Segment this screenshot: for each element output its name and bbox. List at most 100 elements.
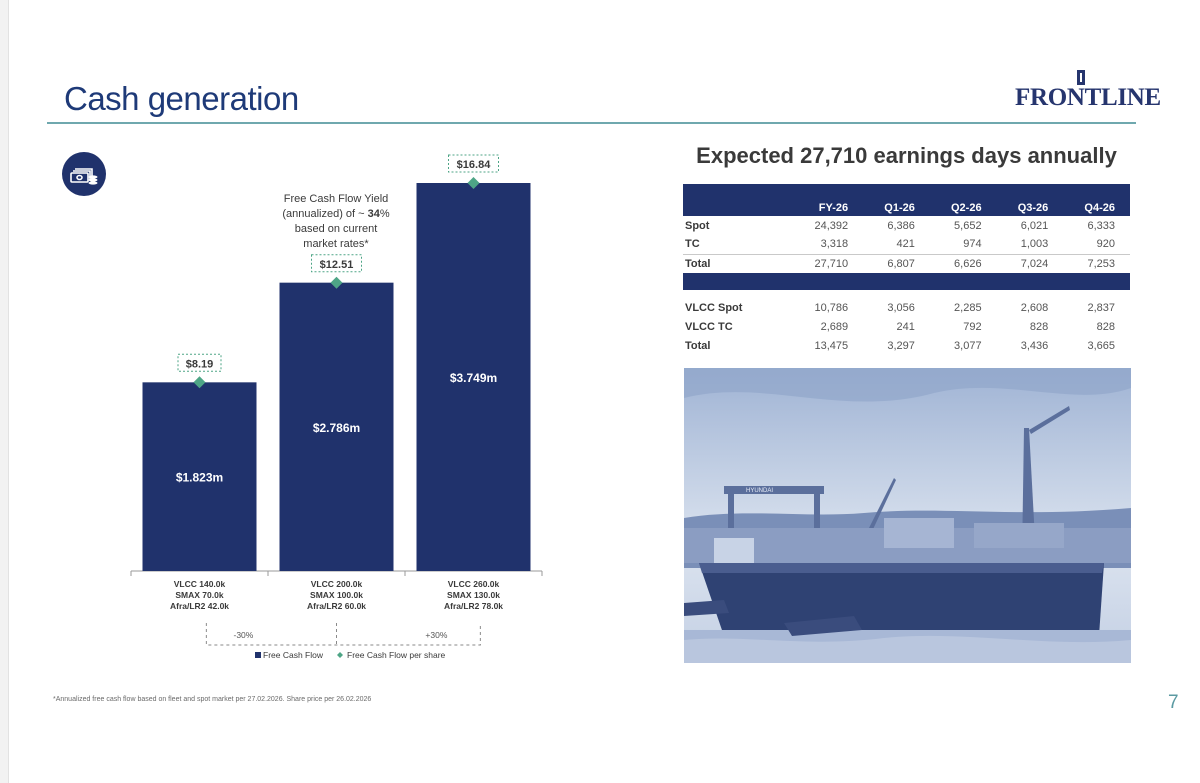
fcf-per-share-label-box: [448, 154, 499, 173]
category-tick-label: Afra/LR2 60.0k: [307, 601, 366, 611]
row-label: VLCC TC: [685, 320, 733, 333]
table-row: VLCC Spot 10,786 3,056 2,285 2,608 2,837: [683, 298, 1130, 317]
row-label: Spot: [685, 219, 710, 232]
shipyard-sign: HYUNDAI: [746, 488, 773, 494]
table-row-total: Total 27,710 6,807 6,626 7,024 7,253: [683, 253, 1130, 273]
table-cell: 6,807: [863, 253, 930, 273]
column-header: [683, 184, 792, 216]
tanker-shipyard-photo: HYUNDAI: [684, 368, 1131, 663]
category-tick-label: VLCC 200.0k: [311, 579, 363, 589]
category-tick-label: SMAX 130.0k: [447, 590, 500, 600]
fcf-yield-note: Free Cash Flow Yield (annualized) of ~ 3…: [276, 192, 396, 252]
logo-text: FRONTLINE: [1015, 84, 1161, 111]
earnings-days-title: Expected 27,710 earnings days annually: [696, 143, 1117, 168]
table-row: Spot 24,392 6,386 5,652 6,021 6,333: [683, 216, 1130, 235]
table-cell: 3,318: [820, 238, 849, 251]
yield-note-line-4: market rates*: [303, 238, 369, 250]
table-cell: 2,837: [1087, 301, 1115, 314]
fcf-bar-label: $1.823m: [176, 471, 223, 485]
table-cell: 3,436: [1020, 339, 1049, 352]
fcf-per-share-point: [330, 276, 343, 289]
category-tick-label: SMAX 70.0k: [175, 590, 223, 600]
table-header-row: FY-26 Q1-26 Q2-26 Q3-26 Q4-26: [683, 184, 1130, 216]
table-cell: 792: [963, 320, 982, 333]
column-header: Q1-26: [884, 202, 915, 214]
table-cell: 2,689: [820, 320, 849, 333]
legend-swatch-per-share: [337, 652, 343, 658]
photo-illustration: HYUNDAI: [684, 368, 1131, 663]
table-cell: 6,021: [1020, 219, 1049, 232]
table-cell: 3,077: [954, 339, 982, 352]
legend-swatch-fcf: [255, 652, 261, 658]
row-label: VLCC Spot: [685, 301, 743, 314]
page-number: 7: [1168, 692, 1179, 713]
category-tick-label: VLCC 140.0k: [174, 579, 226, 589]
table-cell: 421: [896, 238, 915, 251]
table-cell: 1,003: [1020, 238, 1049, 251]
slide-left-margin: [0, 0, 9, 783]
table-row: Total 13,475 3,297 3,077 3,436 3,665: [683, 336, 1130, 355]
table-cell: 7,253: [1063, 253, 1130, 273]
column-header: Q2-26: [950, 202, 982, 214]
yield-note-line-2: (annualized) of ~ 34%: [276, 207, 396, 222]
table-row: TC 3,318 421 974 1,003 920: [683, 235, 1130, 254]
fcf-bar-label: $3.749m: [450, 371, 497, 385]
table-cell: 920: [1096, 238, 1115, 251]
row-label: Total: [685, 339, 711, 352]
column-header: FY-26: [818, 202, 849, 214]
table-cell: 828: [1096, 320, 1115, 333]
title-divider: [47, 122, 1136, 124]
fcf-per-share-point: [193, 376, 206, 389]
table-cell: 6,333: [1087, 219, 1115, 232]
fcf-per-share-label: $16.84: [457, 159, 492, 171]
table-cell: 27,710: [791, 253, 864, 273]
fcf-bar-label: $2.786m: [313, 421, 360, 435]
category-tick-label: Afra/LR2 78.0k: [444, 601, 503, 611]
table-row: VLCC TC 2,689 241 792 828 828: [683, 317, 1130, 336]
fcf-per-share-point: [467, 177, 480, 189]
footnote: *Annualized free cash flow based on flee…: [53, 696, 372, 703]
table-cell: 3,297: [887, 339, 915, 352]
fcf-bar: [279, 282, 394, 571]
fcf-per-share-label: $12.51: [320, 259, 354, 271]
yield-value: 34: [367, 208, 380, 220]
table-cell: 828: [1029, 320, 1049, 333]
table-cell: 6,626: [929, 253, 997, 273]
logo-mark-icon: [1077, 70, 1085, 85]
table-cell: 6,386: [887, 219, 915, 232]
table-separator-band: [683, 273, 1130, 290]
category-tick-label: SMAX 100.0k: [310, 590, 363, 600]
yield-note-prefix: (annualized) of ~: [282, 208, 368, 220]
sensitivity-bracket: [205, 623, 481, 646]
cash-coins-icon: [62, 152, 106, 196]
table-cell: 10,786: [814, 301, 849, 314]
table-cell: 2,285: [954, 301, 982, 314]
row-label: TC: [685, 238, 700, 251]
column-header: Q4-26: [1084, 202, 1115, 214]
table-cell: 7,024: [996, 253, 1064, 273]
table-cell: 5,652: [954, 219, 982, 232]
table-cell: 13,475: [814, 339, 849, 352]
table-cell: 974: [963, 238, 982, 251]
legend-label: Free Cash Flow: [263, 650, 324, 660]
category-tick-label: Afra/LR2 42.0k: [170, 601, 229, 611]
sensitivity-label: -30%: [234, 630, 254, 640]
table-cell: 3,056: [887, 301, 915, 314]
fcf-bar: [416, 183, 531, 571]
table-cell: 24,392: [814, 219, 849, 232]
table-cell: 241: [896, 320, 915, 333]
frontline-logo: FRONTLINE: [1015, 70, 1161, 114]
page-title: Cash generation: [64, 80, 299, 117]
category-tick-label: VLCC 260.0k: [448, 579, 500, 589]
column-header: Q3-26: [1017, 202, 1049, 214]
fcf-per-share-label-box: [177, 353, 222, 372]
sensitivity-label: +30%: [425, 630, 447, 640]
fcf-bar: [142, 382, 257, 571]
table-cell: 3,665: [1087, 339, 1115, 352]
yield-note-line-3: based on current: [294, 223, 378, 235]
fcf-per-share-label-box: [311, 254, 362, 273]
table-spacer: [683, 290, 1130, 298]
legend-label: Free Cash Flow per share: [347, 650, 446, 660]
fcf-per-share-label: $8.19: [186, 358, 214, 370]
